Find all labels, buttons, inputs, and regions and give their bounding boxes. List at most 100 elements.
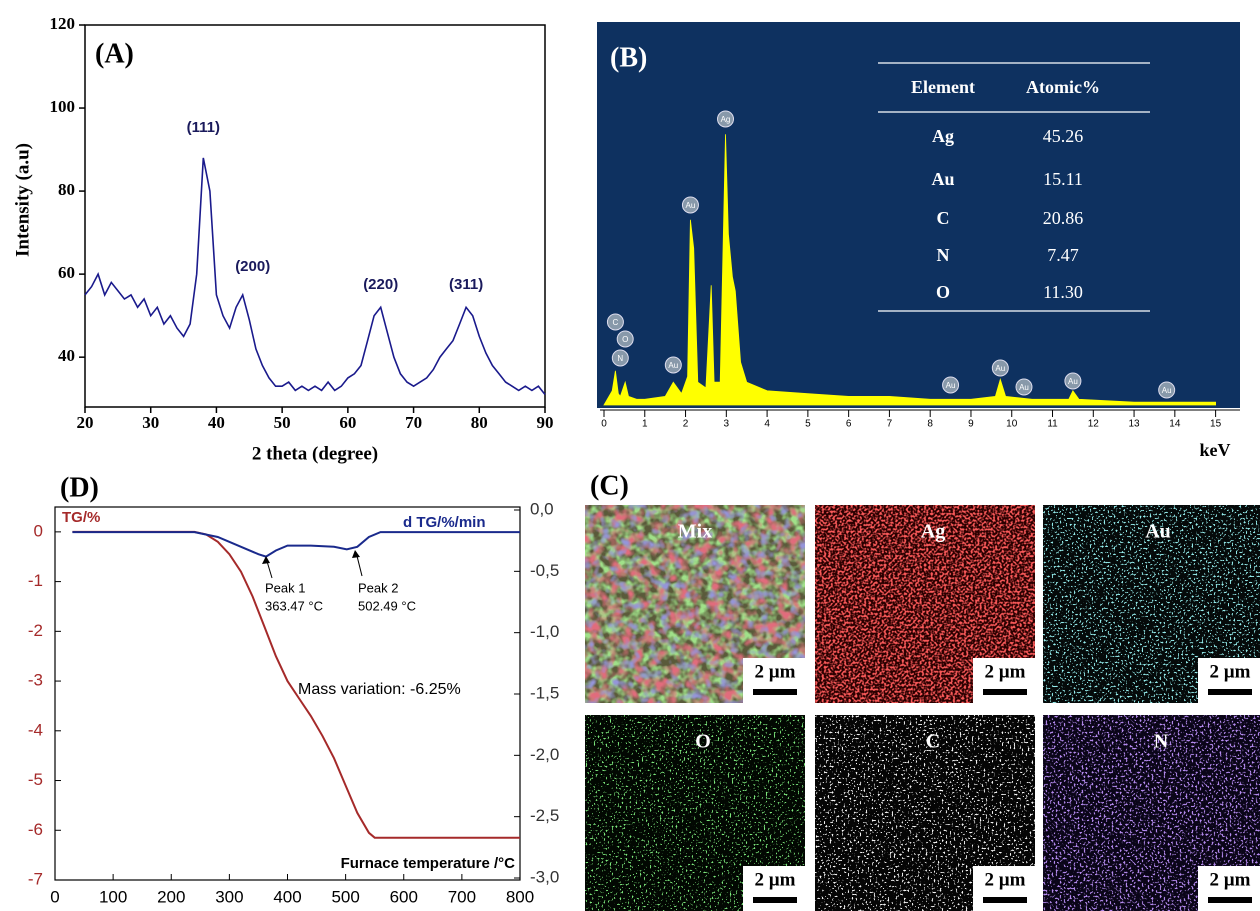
map-label: Ag: [921, 521, 945, 543]
element-label: Au: [686, 201, 696, 210]
map-label: Mix: [678, 521, 712, 543]
x-axis-label: 2 theta (degree): [252, 443, 378, 464]
scale-bar: [753, 689, 797, 695]
annotation: 502.49 °C: [358, 598, 416, 613]
arrow-head: [352, 550, 360, 558]
element-badge: [1064, 372, 1082, 390]
x-tick-label: 200: [157, 887, 185, 906]
x-tick-label: 0: [50, 887, 59, 906]
element-badge: [606, 313, 624, 331]
table-cell: O: [936, 282, 950, 302]
y2-tick-label: -2,5: [530, 806, 559, 825]
scale-label: 2 µm: [754, 661, 795, 682]
annotation: Peak 1: [265, 580, 305, 595]
y2-tick-label: -3,0: [530, 867, 559, 886]
table-header: Atomic%: [1026, 77, 1100, 97]
element-label: Au: [995, 364, 1005, 373]
x-tick-label: 4: [764, 419, 770, 430]
x-tick-label: 5: [805, 419, 811, 430]
element-label: Ag: [721, 115, 731, 124]
panel-title: (B): [610, 42, 647, 73]
scale-bar: [983, 689, 1027, 695]
scale-bar: [983, 897, 1027, 903]
x-tick-label: 90: [537, 413, 554, 432]
y-tick-label: -5: [28, 770, 43, 789]
x-tick-label: 40: [208, 413, 225, 432]
eds-background: [597, 22, 1240, 408]
legend-label: d TG/%/min: [403, 514, 486, 531]
scale-box: [743, 658, 805, 703]
panel-title: (D): [60, 472, 99, 503]
x-tick-label: 9: [968, 419, 974, 430]
x-tick-label: 7: [887, 419, 893, 430]
scale-bar: [1208, 689, 1252, 695]
table-header: Element: [911, 77, 975, 97]
x-tick-label: 700: [448, 887, 476, 906]
element-badge: [717, 110, 735, 128]
x-tick-label: 11: [1047, 419, 1058, 430]
map-label: C: [926, 731, 940, 753]
legend-label: TG/%: [62, 509, 100, 526]
x-tick-label: 6: [846, 419, 852, 430]
table-cell: Ag: [932, 126, 954, 146]
map-label: Au: [1145, 521, 1171, 543]
scale-box: [973, 866, 1035, 911]
x-tick-label: 0: [601, 419, 607, 430]
element-label: Au: [946, 381, 956, 390]
x-tick-label: 500: [331, 887, 359, 906]
x-tick-label: 70: [405, 413, 422, 432]
element-badge: [611, 349, 629, 367]
x-tick-label: 600: [390, 887, 418, 906]
tg-line: [72, 530, 520, 839]
peak-label: (220): [363, 276, 398, 293]
table-cell: 20.86: [1043, 208, 1084, 228]
element-badge: [1015, 378, 1033, 396]
x-axis-label: Furnace temperature /°C: [341, 855, 516, 872]
element-label: Au: [1162, 386, 1172, 395]
element-label: O: [622, 335, 628, 344]
y-tick-label: -3: [28, 671, 43, 690]
scale-bar: [1208, 897, 1252, 903]
eds-spectrum: [603, 134, 1217, 406]
map-label: N: [1154, 731, 1169, 753]
y2-tick-label: -2,0: [530, 745, 559, 764]
element-label: N: [617, 354, 623, 363]
scale-label: 2 µm: [1209, 661, 1250, 682]
element-label: Au: [1068, 377, 1078, 386]
x-tick-label: 8: [927, 419, 933, 430]
y2-tick-label: -0,5: [530, 561, 559, 580]
x-axis-label: keV: [1200, 440, 1231, 460]
x-tick-label: 100: [99, 887, 127, 906]
map-label: O: [695, 731, 711, 753]
annotation: Mass variation: -6.25%: [298, 681, 461, 698]
peak-label: (111): [187, 119, 220, 136]
table-cell: Au: [931, 169, 954, 189]
y-axis-label: Intensity (a.u): [12, 143, 33, 257]
peak-label: (200): [235, 258, 270, 275]
y2-tick-label: -1,5: [530, 683, 559, 702]
y-tick-label: 80: [58, 180, 75, 199]
element-badge: [616, 330, 634, 348]
element-badge: [681, 196, 699, 214]
arrow-head: [262, 556, 270, 564]
scale-label: 2 µm: [1209, 869, 1250, 890]
x-tick-label: 13: [1129, 419, 1141, 430]
x-tick-label: 300: [215, 887, 243, 906]
x-tick-label: 20: [77, 413, 94, 432]
scale-bar: [753, 897, 797, 903]
scale-box: [1198, 866, 1260, 911]
y-tick-label: 60: [58, 263, 75, 282]
scale-label: 2 µm: [984, 869, 1025, 890]
tg-line: [72, 531, 520, 558]
x-tick-label: 3: [724, 419, 730, 430]
y-tick-label: -6: [28, 820, 43, 839]
x-tick-label: 1: [642, 419, 648, 430]
y-tick-label: 120: [50, 14, 76, 33]
x-tick-label: 12: [1088, 419, 1100, 430]
table-cell: 7.47: [1047, 245, 1079, 265]
scale-label: 2 µm: [754, 869, 795, 890]
y-tick-label: -2: [28, 621, 43, 640]
table-cell: 11.30: [1043, 282, 1083, 302]
scale-label: 2 µm: [984, 661, 1025, 682]
